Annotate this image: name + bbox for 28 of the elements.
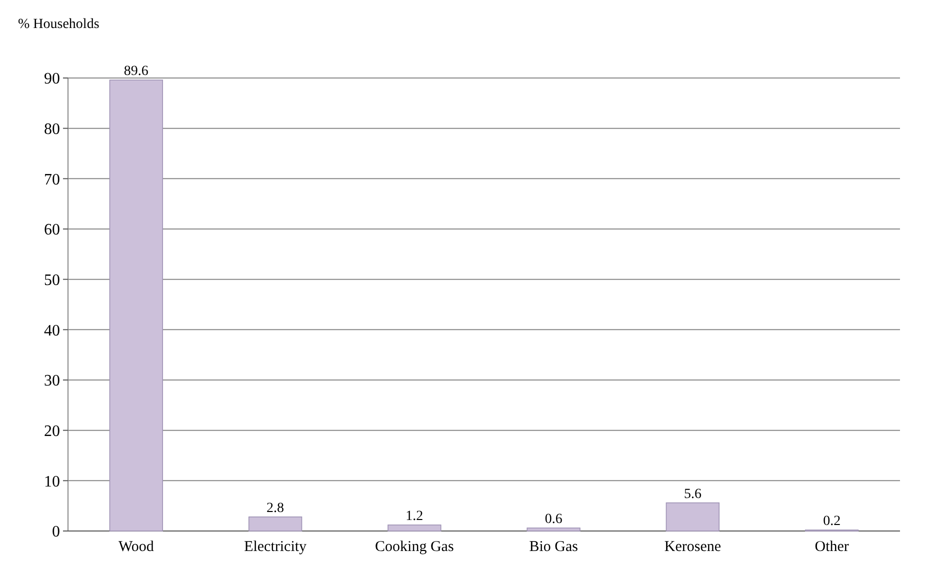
bar — [526, 528, 580, 532]
y-tick-label: 90 — [44, 70, 60, 88]
y-tick-label: 70 — [44, 171, 60, 188]
x-tick-label: Cooking Gas — [375, 539, 454, 555]
y-tick-label: 30 — [44, 372, 60, 390]
x-tick-label: Electricity — [244, 539, 308, 555]
data-label: 0.6 — [544, 512, 562, 527]
data-label: 2.8 — [266, 500, 284, 516]
x-tick-label: Kerosene — [664, 539, 722, 555]
y-tick-label: 10 — [44, 473, 60, 490]
y-tick-label: 40 — [44, 322, 60, 340]
y-tick-label: 20 — [44, 422, 60, 440]
y-tick-label: 80 — [44, 120, 60, 138]
data-label: 5.6 — [684, 486, 702, 502]
y-tick-label: 50 — [44, 272, 60, 289]
bar — [666, 502, 720, 532]
x-tick-label: Other — [814, 539, 849, 555]
y-tick-label: 0 — [52, 524, 60, 541]
bar — [109, 80, 164, 532]
data-label: 1.2 — [406, 508, 424, 524]
bar — [388, 524, 442, 532]
y-axis-title: % Households — [18, 17, 100, 32]
data-label: 0.2 — [823, 514, 841, 529]
bar — [248, 516, 302, 532]
x-tick-label: Bio Gas — [529, 539, 578, 555]
x-tick-label: Wood — [118, 539, 154, 555]
y-tick-label: 60 — [44, 222, 60, 239]
data-label: 89.6 — [124, 64, 148, 80]
